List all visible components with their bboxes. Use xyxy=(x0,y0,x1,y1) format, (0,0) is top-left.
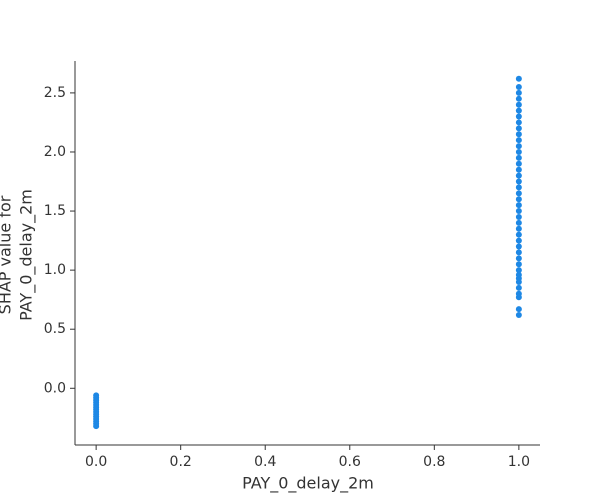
point xyxy=(515,137,522,144)
point xyxy=(515,119,522,126)
y-tick-label: 2.5 xyxy=(44,85,66,101)
point xyxy=(515,178,522,185)
point xyxy=(515,95,522,102)
point xyxy=(515,213,522,220)
point xyxy=(515,190,522,197)
y-axis-label: PAY_0_delay_2m xyxy=(17,189,37,321)
point xyxy=(515,243,522,250)
point xyxy=(515,196,522,203)
point xyxy=(515,255,522,262)
point xyxy=(515,166,522,173)
x-tick-label: 0.6 xyxy=(339,454,361,470)
point xyxy=(515,113,522,120)
point xyxy=(515,143,522,150)
point xyxy=(515,306,522,313)
point xyxy=(515,208,522,215)
y-tick-label: 1.0 xyxy=(44,262,66,278)
point xyxy=(515,284,522,291)
point xyxy=(515,184,522,191)
point xyxy=(515,225,522,232)
y-tick-label: 0.5 xyxy=(44,321,66,337)
point xyxy=(515,107,522,114)
point xyxy=(515,231,522,238)
point xyxy=(515,89,522,96)
point xyxy=(515,290,522,297)
point xyxy=(93,423,100,430)
point xyxy=(515,172,522,179)
point xyxy=(515,219,522,226)
point xyxy=(515,75,522,82)
point xyxy=(515,101,522,108)
point xyxy=(515,249,522,256)
point xyxy=(515,131,522,138)
x-tick-label: 1.0 xyxy=(508,454,530,470)
x-tick-label: 0.4 xyxy=(254,454,276,470)
y-tick-label: 2.0 xyxy=(44,144,66,160)
point xyxy=(515,160,522,167)
x-tick-label: 0.8 xyxy=(423,454,445,470)
point xyxy=(515,271,522,278)
y-tick-label: 0.0 xyxy=(44,380,66,396)
point xyxy=(515,312,522,319)
y-axis-label: SHAP value for xyxy=(0,195,15,314)
point xyxy=(515,202,522,209)
x-tick-label: 0.2 xyxy=(170,454,192,470)
point xyxy=(515,83,522,90)
y-tick-label: 1.5 xyxy=(44,203,66,219)
point xyxy=(515,154,522,161)
point xyxy=(515,261,522,268)
x-axis-label: PAY_0_delay_2m xyxy=(242,474,374,494)
point xyxy=(515,148,522,155)
point xyxy=(515,237,522,244)
x-tick-label: 0.0 xyxy=(85,454,107,470)
point xyxy=(515,125,522,132)
point xyxy=(515,267,522,274)
